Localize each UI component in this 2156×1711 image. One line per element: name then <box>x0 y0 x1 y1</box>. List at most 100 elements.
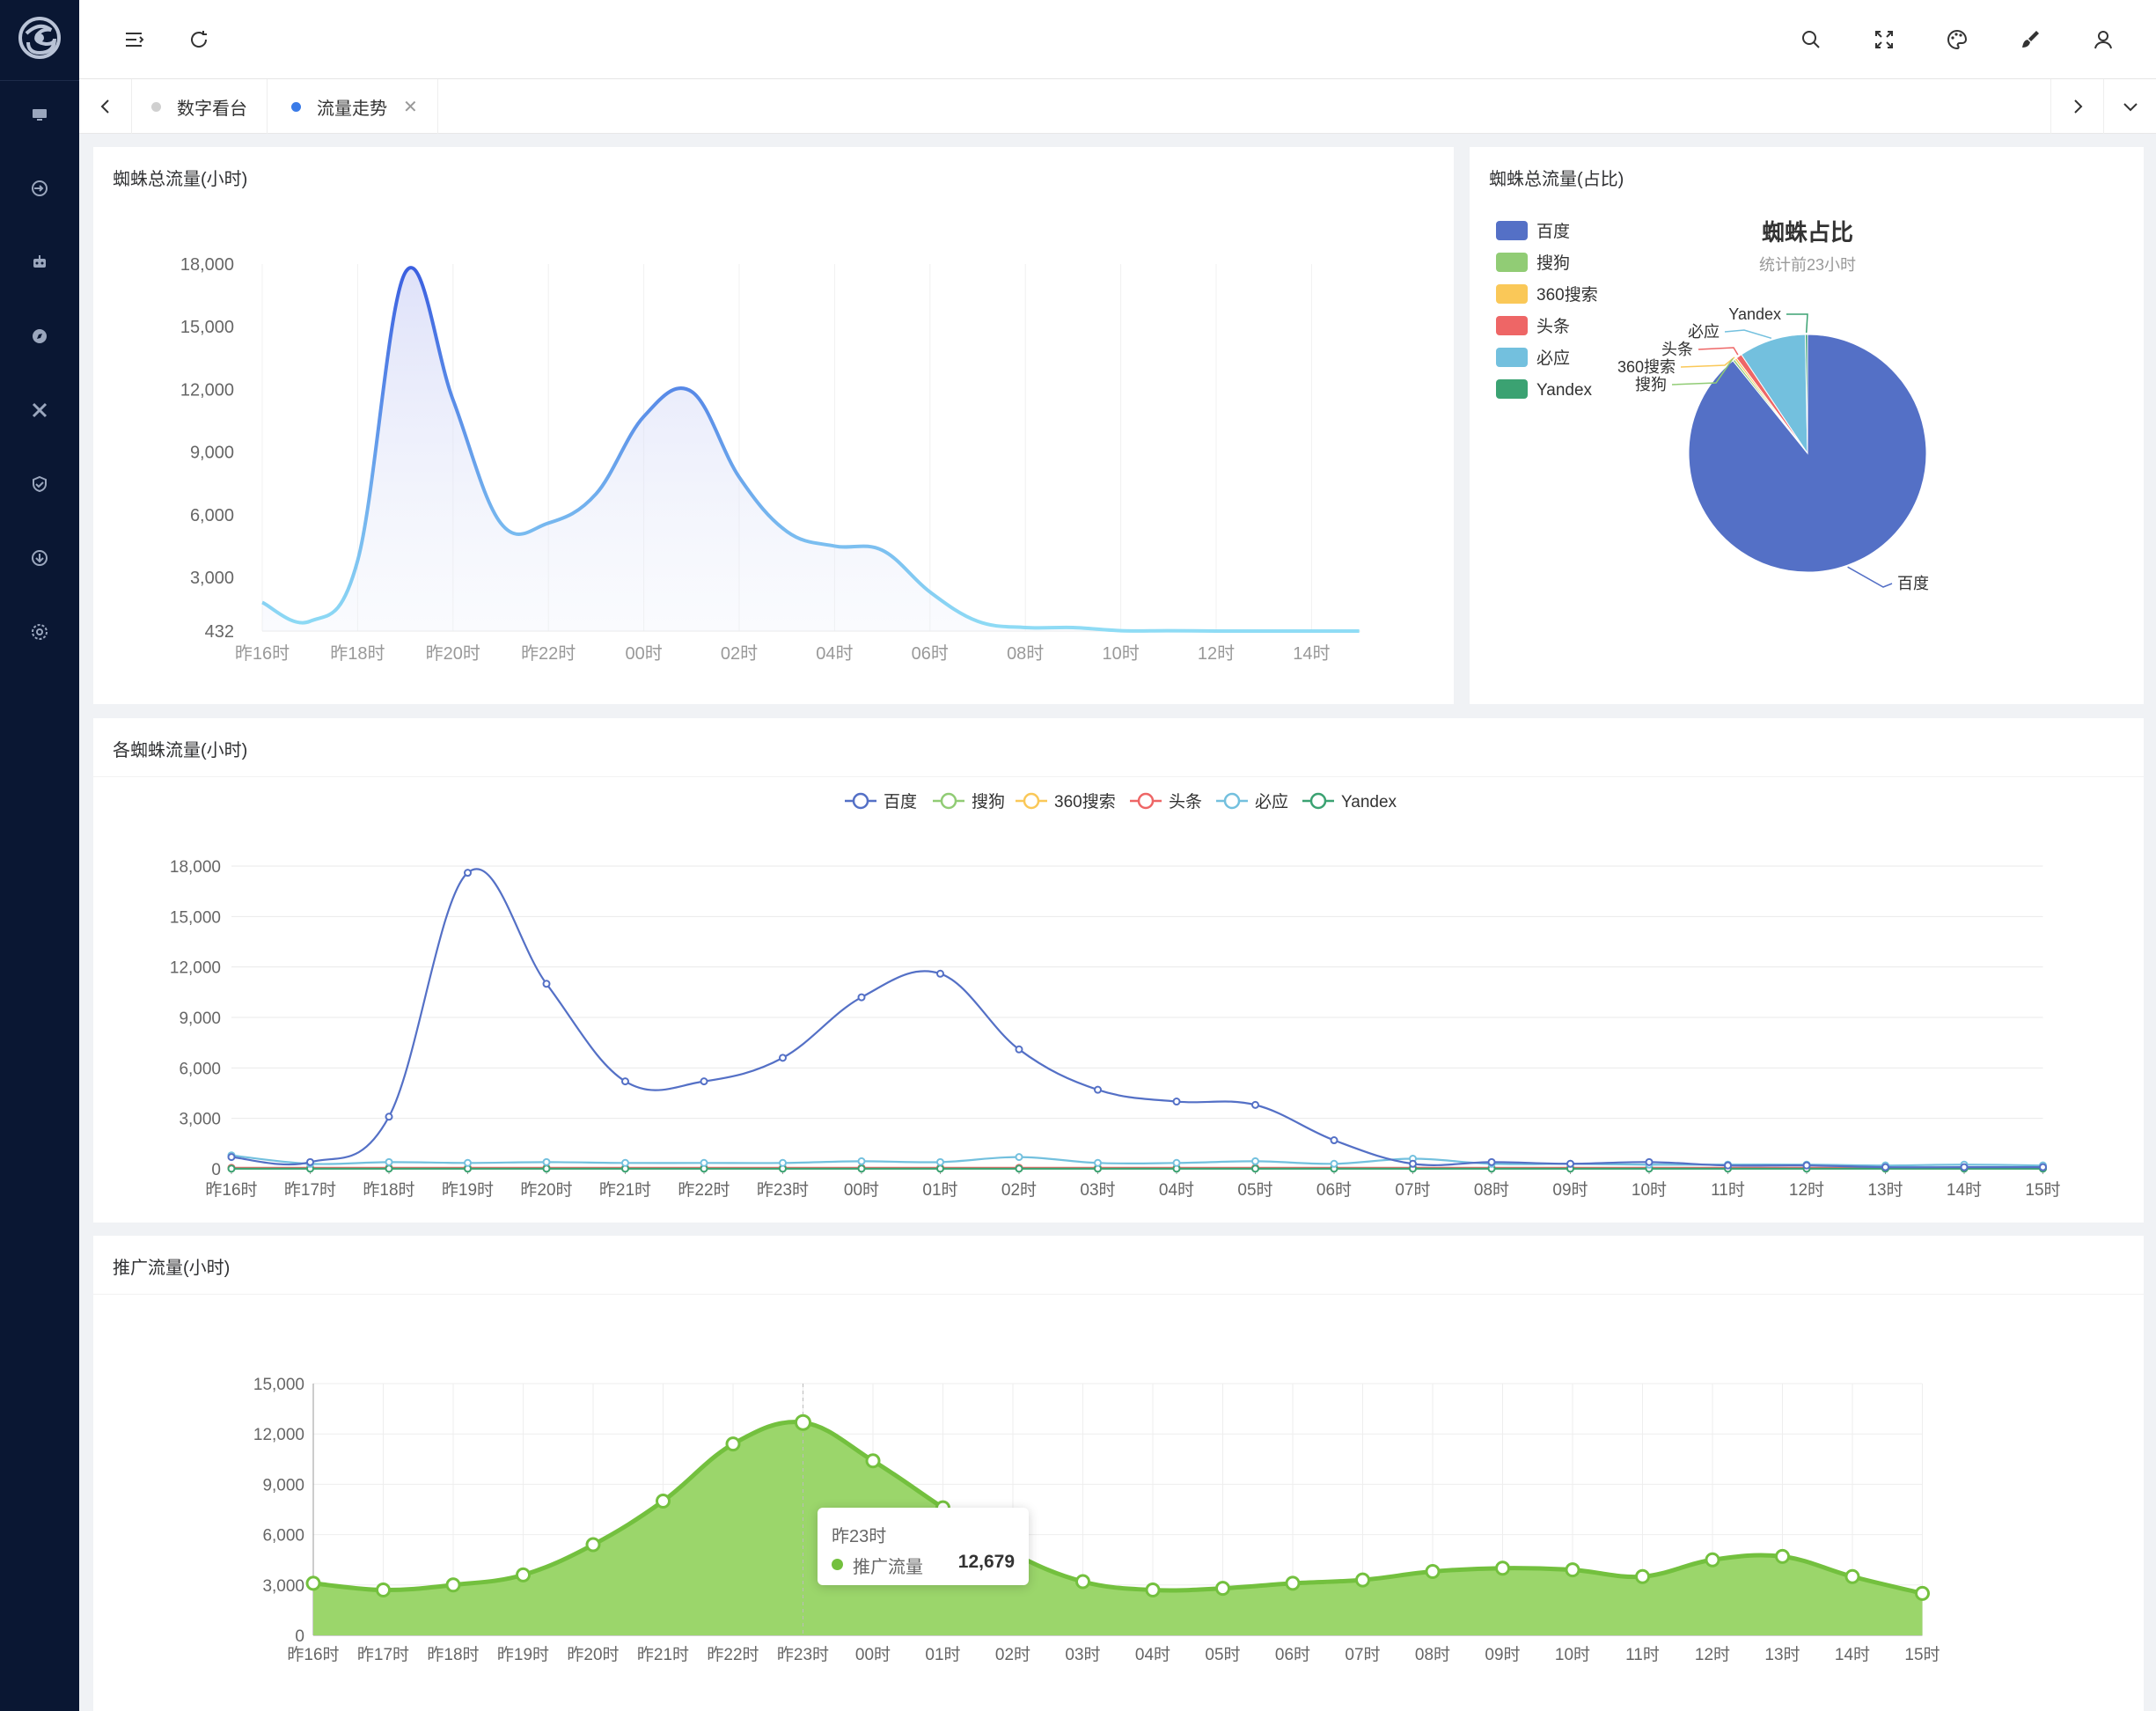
tooltip-value: 12,679 <box>957 1552 1015 1572</box>
legend-marker <box>1137 792 1155 810</box>
x-tick-label: 02时 <box>721 643 758 664</box>
tooltip-series-dot <box>832 1559 843 1570</box>
x-tick-label: 03时 <box>1065 1645 1100 1664</box>
settings-icon[interactable] <box>24 616 55 648</box>
legend-label: 搜狗 <box>972 792 1005 811</box>
promo-panel: 推广流量(小时) 0 3,000 6,000 9,000 12,000 15,000 昨16… <box>93 1236 2144 1711</box>
search-icon[interactable] <box>1795 24 1827 55</box>
pie-label: 必应 <box>1688 323 1720 341</box>
data-point <box>1330 1159 1338 1168</box>
compass-icon[interactable] <box>24 320 55 352</box>
series-line <box>261 266 1360 634</box>
share-pie-chart: 百度搜狗360搜索头条必应Yandex蜘蛛占比统计前23小时百度Yandex必应… <box>1496 219 1929 592</box>
x-tick-label: 07时 <box>1345 1645 1380 1664</box>
data-point <box>1566 1159 1574 1168</box>
data-point <box>306 1157 314 1166</box>
data-point <box>1775 1548 1790 1564</box>
per-spider-chart: 百度 搜狗 360搜索 头条 必应 Yandex 0 3,000 6,000 9,000 12,00… <box>170 792 2061 1200</box>
x-tick-label: 09时 <box>1552 1180 1588 1200</box>
download-icon[interactable] <box>24 542 55 574</box>
y-tick-label: 3,000 <box>179 1111 221 1129</box>
tab-digital-board[interactable]: 数字看台 <box>132 79 268 134</box>
y-tick-label: 18,000 <box>170 858 221 877</box>
brush-icon[interactable] <box>2014 24 2046 55</box>
tools-icon[interactable] <box>24 394 55 426</box>
x-tick-label: 08时 <box>1007 643 1044 664</box>
data-point <box>857 1164 866 1173</box>
legend-label: 必应 <box>1536 349 1570 368</box>
refresh-icon[interactable] <box>183 24 215 55</box>
menu-fold-icon[interactable] <box>118 24 150 55</box>
y-tick-label: 6,000 <box>262 1527 304 1546</box>
x-tick-label: 13时 <box>1867 1180 1903 1200</box>
x-tick-label: 昨16时 <box>235 643 290 664</box>
logo[interactable] <box>16 14 63 62</box>
y-tick-label: 0 <box>295 1627 304 1646</box>
tooltip-series-name: 推广流量 <box>853 1558 923 1577</box>
x-tick-label: 昨21时 <box>599 1180 651 1200</box>
data-point <box>1409 1159 1417 1168</box>
x-tick-label: 01时 <box>925 1645 960 1664</box>
y-tick-label: 15,000 <box>253 1376 304 1394</box>
share-panel: 蜘蛛总流量(占比) 百度 搜狗 360搜索 头条 必应 Yandex 蜘蛛占比 统计前23小时… <box>1470 147 2144 704</box>
data-point <box>1094 1085 1102 1094</box>
monitor-icon[interactable] <box>24 99 55 130</box>
legend-label: 百度 <box>1536 222 1570 241</box>
x-tick-label: 昨23时 <box>757 1180 809 1200</box>
data-point <box>385 1157 393 1166</box>
x-tick-label: 00时 <box>625 643 662 664</box>
y-tick-label: 9,000 <box>179 1010 221 1028</box>
y-tick-label: 3,000 <box>190 569 234 588</box>
robot-icon[interactable] <box>24 246 55 278</box>
data-point <box>376 1582 391 1598</box>
x-tick-label: 12时 <box>1695 1645 1730 1664</box>
data-point <box>621 1158 629 1167</box>
legend-swatch <box>1496 253 1528 272</box>
legend-swatch <box>1496 316 1528 335</box>
y-tick-label: 9,000 <box>262 1476 304 1494</box>
palette-icon[interactable] <box>1941 24 1973 55</box>
data-point <box>700 1158 708 1167</box>
y-tick-label: 12,000 <box>253 1426 304 1444</box>
data-point <box>1251 1100 1259 1109</box>
data-point <box>542 1164 551 1173</box>
chart-tooltip: 昨23时 推广流量 12,679 <box>818 1508 1029 1585</box>
data-point <box>445 1577 461 1593</box>
legend-marker <box>1023 792 1040 810</box>
tab-traffic-trend[interactable]: 流量走势 ✕ <box>272 79 438 134</box>
x-tick-label: 昨20时 <box>520 1180 572 1200</box>
pie-label-line <box>1680 356 1735 368</box>
data-point <box>585 1537 601 1553</box>
pie-label: 头条 <box>1661 341 1693 358</box>
login-icon[interactable] <box>24 173 55 204</box>
data-point <box>542 1157 551 1166</box>
legend-label: 360搜索 <box>1536 285 1598 305</box>
x-tick-label: 昨22时 <box>521 643 576 664</box>
tab-scroll-left-icon[interactable] <box>79 79 132 134</box>
x-tick-label: 08时 <box>1415 1645 1450 1664</box>
x-tick-label: 10时 <box>1632 1180 1667 1200</box>
panel-divider <box>93 1294 2144 1295</box>
data-point <box>227 1164 236 1173</box>
shield-icon[interactable] <box>24 468 55 500</box>
pie-label-line <box>1698 347 1739 356</box>
legend-label: 头条 <box>1536 317 1570 336</box>
close-icon[interactable]: ✕ <box>403 97 418 117</box>
legend-swatch <box>1496 379 1528 399</box>
panel-title: 各蜘蛛流量(小时) <box>113 741 248 760</box>
chevron-down-icon[interactable] <box>2103 79 2156 134</box>
x-tick-label: 昨16时 <box>205 1180 257 1200</box>
data-point <box>1285 1575 1301 1591</box>
data-point <box>857 1157 866 1165</box>
per-spider-panel: 各蜘蛛流量(小时) 百度 搜狗 360搜索 头条 必应 Yandex 0 3,000 6,000… <box>93 718 2144 1223</box>
x-tick-label: 昨18时 <box>330 643 385 664</box>
tab-scroll-right-icon[interactable] <box>2050 79 2103 134</box>
fullscreen-icon[interactable] <box>1868 24 1900 55</box>
x-tick-label: 昨22时 <box>678 1180 730 1200</box>
y-tick-label: 9,000 <box>190 444 234 463</box>
data-point <box>464 1158 472 1167</box>
x-tick-label: 06时 <box>912 643 949 664</box>
pie-label-line <box>1847 566 1893 588</box>
user-icon[interactable] <box>2087 24 2119 55</box>
x-tick-label: 10时 <box>1555 1645 1590 1664</box>
